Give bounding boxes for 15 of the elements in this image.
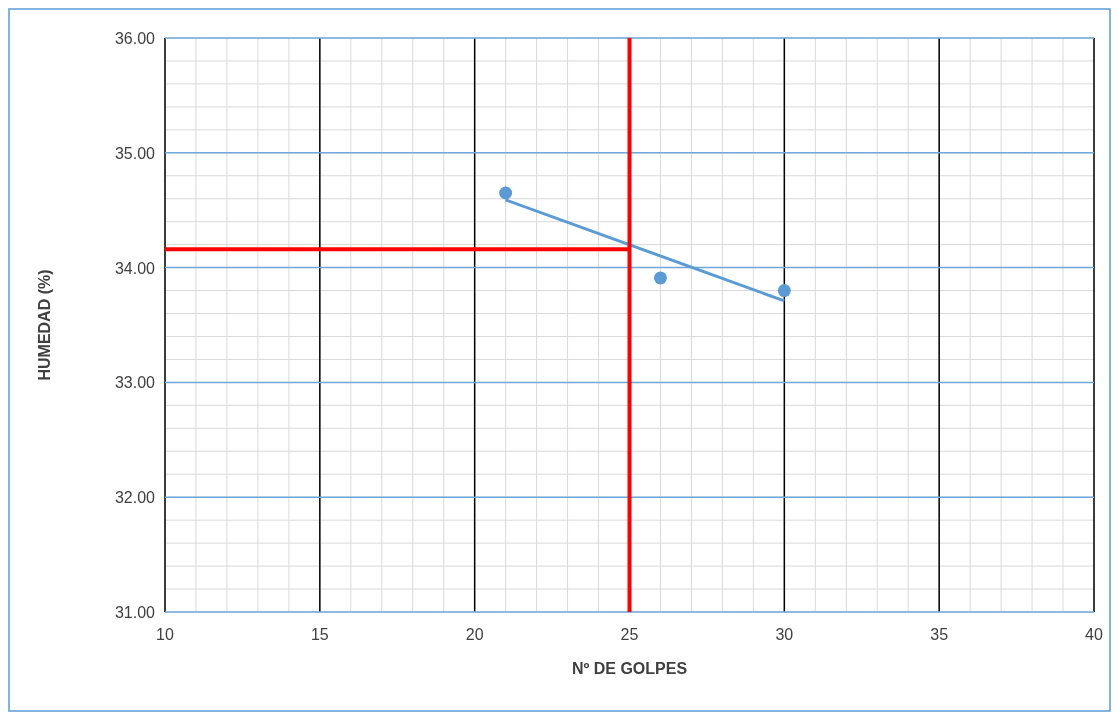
x-tick-label: 35	[930, 626, 949, 643]
x-tick-label: 40	[1085, 626, 1103, 643]
y-tick-label: 33.00	[114, 374, 156, 392]
x-tick-label: 30	[775, 626, 794, 643]
x-axis-title: Nº DE GOLPES	[571, 660, 688, 677]
x-tick-label: 20	[465, 626, 484, 643]
y-tick-label: 34.00	[114, 259, 156, 277]
x-tick-label: 15	[310, 626, 329, 643]
y-tick-label: 36.00	[114, 30, 156, 47]
x-tick-label: 25	[620, 626, 639, 643]
y-tick-label: 32.00	[114, 489, 156, 507]
y-axis-title: HUMEDAD (%)	[36, 269, 53, 381]
y-tick-label: 31.00	[114, 604, 156, 621]
y-tick-label: 35.00	[114, 144, 156, 162]
x-tick-label: 10	[156, 626, 174, 643]
